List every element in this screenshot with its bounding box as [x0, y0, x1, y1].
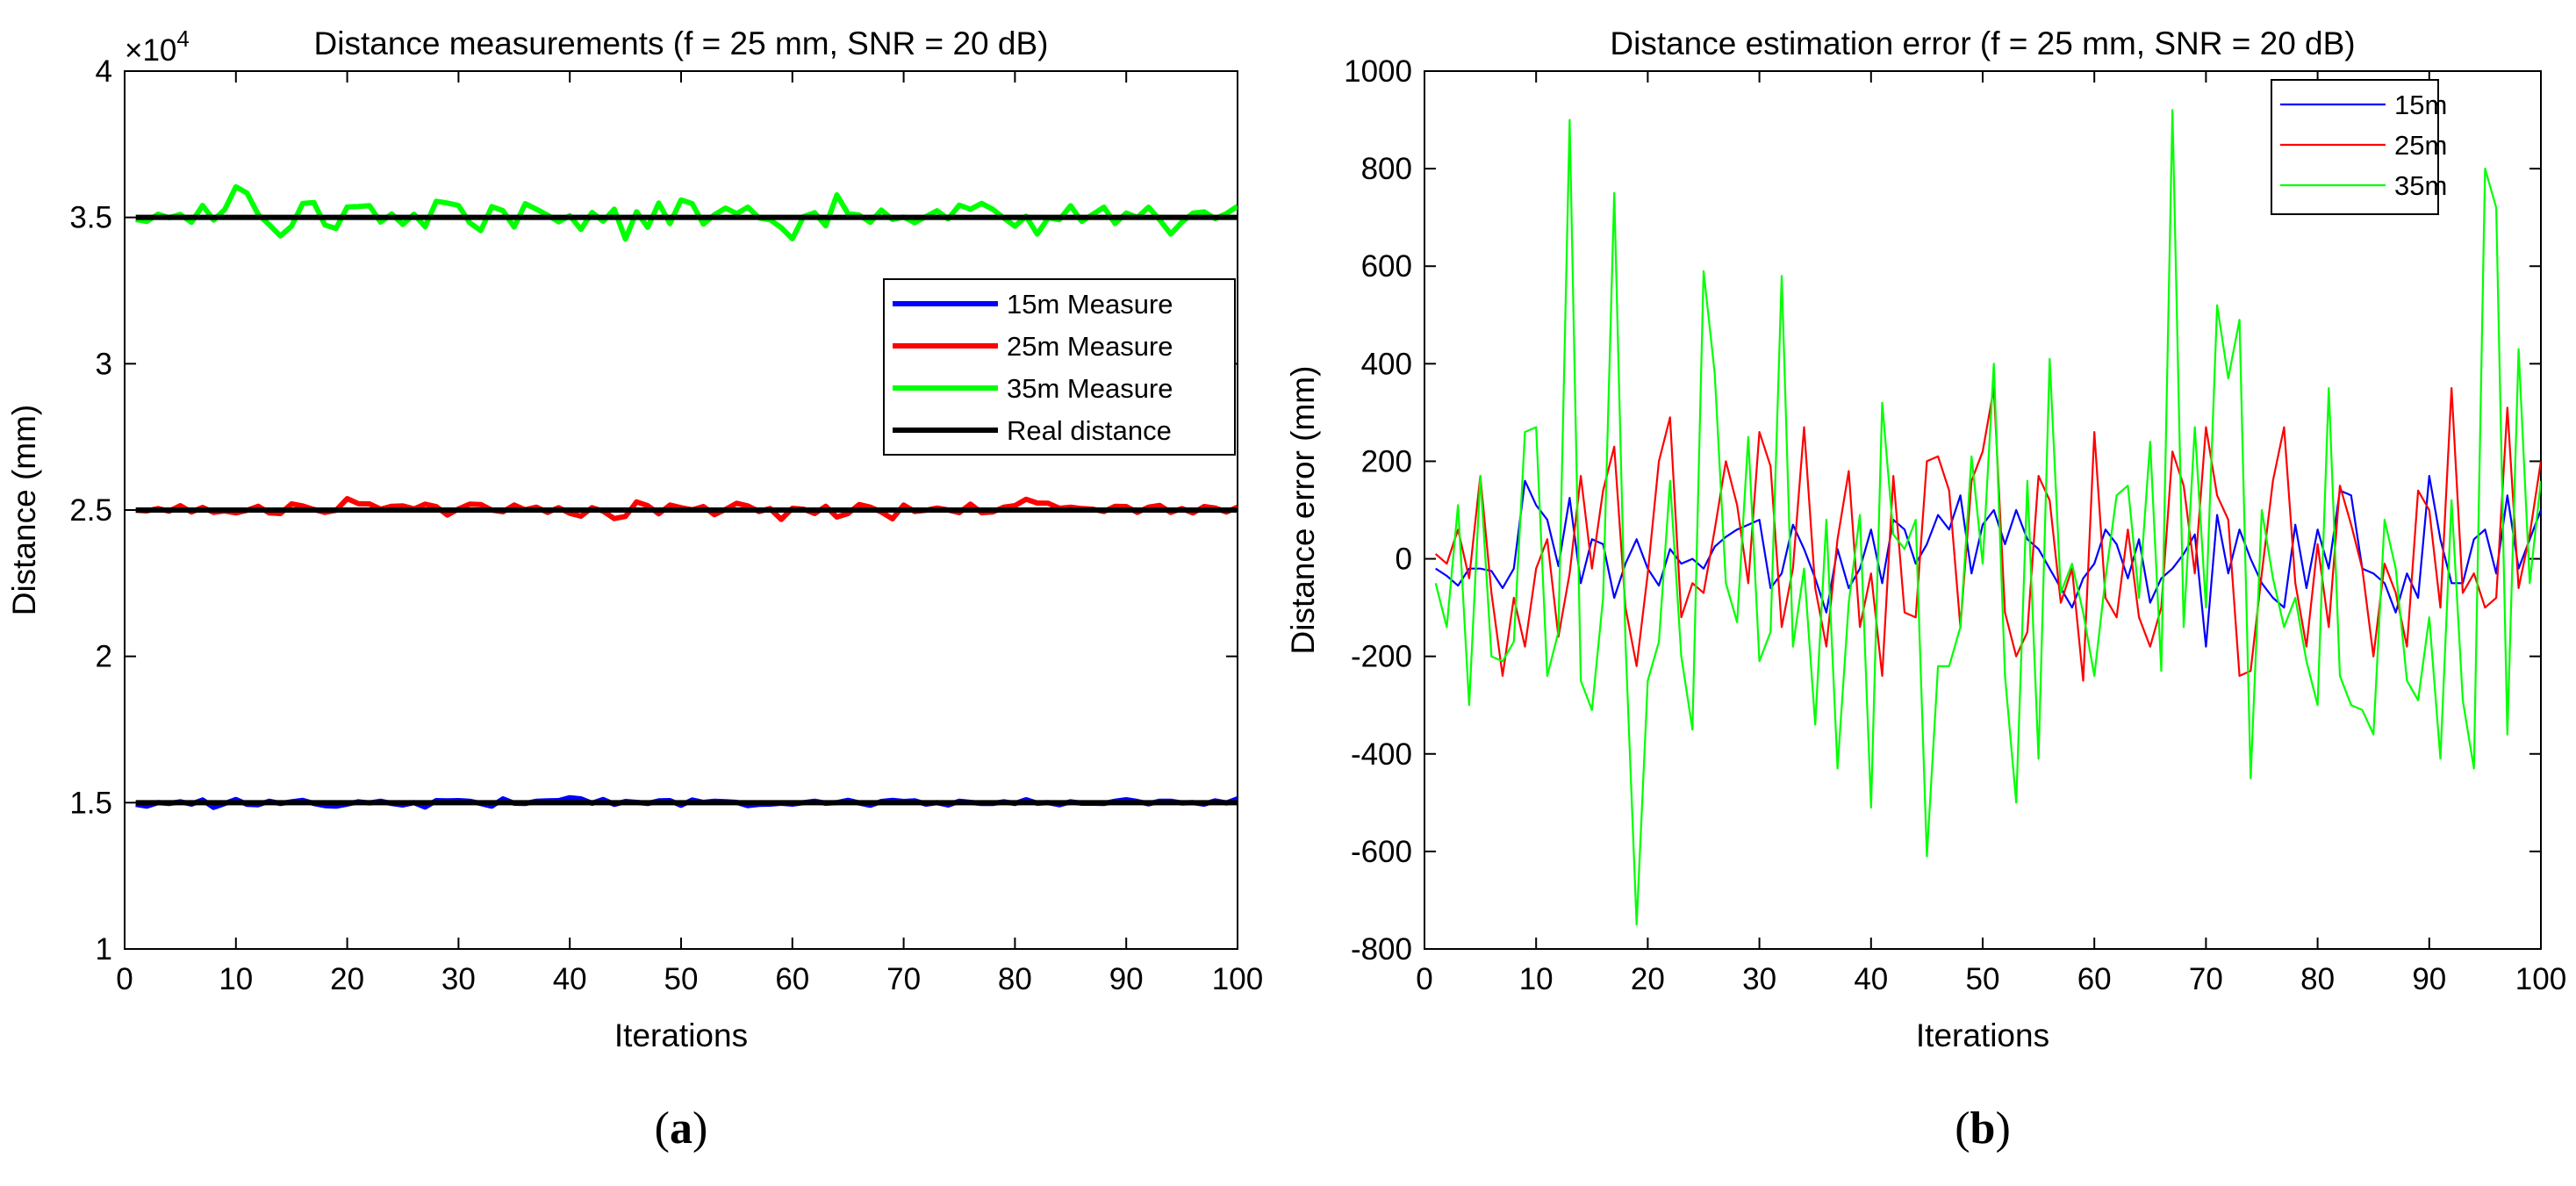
x-axis-label: Iterations — [614, 1017, 748, 1053]
panel-b-distance-error: 0 10 20 30 40 50 60 70 80 90 100 -800 -600 -400 -200 0 2… — [1285, 25, 2566, 1154]
y-tick-label: 1.5 — [69, 786, 112, 820]
legend-entry-label: 15m Measure — [1007, 289, 1173, 320]
x-tick-label: 80 — [998, 962, 1032, 996]
y-tick-label: -200 — [1351, 640, 1412, 674]
x-tick-label: 90 — [1109, 962, 1144, 996]
panel-a-distance-measurements: 0 10 20 30 40 50 60 70 80 90 100 1 1.5 2 2.5 3 3.5 4 ×104 D… — [6, 25, 1263, 1154]
series-line-15m — [1435, 474, 2541, 648]
x-tick-label: 40 — [553, 962, 587, 996]
panel-label: (b) — [1955, 1103, 2011, 1154]
data-layer — [135, 183, 1238, 810]
x-tick-label: 30 — [1742, 962, 1776, 996]
y-tick-label: 2 — [96, 640, 112, 674]
x-tick-label: 60 — [2077, 962, 2112, 996]
legend-entry-label: 25m — [2394, 130, 2447, 161]
y-tick-label: 3.5 — [69, 201, 112, 235]
data-layer — [1434, 109, 2541, 926]
x-tick-label: 50 — [664, 962, 699, 996]
x-tick-label: 70 — [2189, 962, 2223, 996]
x-tick-label: 100 — [2515, 962, 2566, 996]
y-exponent-label: ×104 — [125, 25, 190, 68]
x-tick-label: 30 — [441, 962, 476, 996]
y-tick-label: 1000 — [1344, 54, 1412, 89]
legend-entry-label: 35m — [2394, 170, 2447, 201]
y-tick-label: 3 — [96, 347, 112, 381]
legend-entry-label: 15m — [2394, 90, 2447, 120]
y-axis-label: Distance (mm) — [6, 405, 42, 616]
y-tick-label: -800 — [1351, 932, 1412, 967]
y-axis-label: Distance error (mm) — [1285, 366, 1321, 655]
panel-label: (a) — [655, 1103, 708, 1154]
x-tick-label: 90 — [2412, 962, 2446, 996]
legend-entry-label: 25m Measure — [1007, 331, 1173, 362]
y-tick-label: 400 — [1361, 347, 1412, 381]
x-tick-label: 10 — [1519, 962, 1553, 996]
legend-box — [883, 278, 1236, 456]
x-tick-label: 40 — [1854, 962, 1888, 996]
y-tick-label: 2.5 — [69, 493, 112, 528]
y-tick-label: 1 — [96, 932, 112, 967]
x-tick-label: 20 — [330, 962, 364, 996]
x-axis-label: Iterations — [1916, 1017, 2049, 1053]
chart-title: Distance estimation error (f = 25 mm, SN… — [1610, 25, 2355, 61]
x-tick-label: 20 — [1631, 962, 1665, 996]
legend-box — [2271, 79, 2439, 215]
y-tick-label: 200 — [1361, 444, 1412, 478]
y-tick-label: 600 — [1361, 249, 1412, 284]
x-tick-label: 50 — [1966, 962, 2000, 996]
x-tick-label: 80 — [2300, 962, 2335, 996]
x-tick-label: 10 — [219, 962, 253, 996]
plot-area — [1424, 70, 2542, 950]
x-tick-label: 0 — [1416, 962, 1432, 996]
y-tick-label: -600 — [1351, 835, 1412, 869]
legend-entry-label: 35m Measure — [1007, 373, 1173, 404]
y-tick-label: 800 — [1361, 152, 1412, 186]
x-tick-label: 60 — [775, 962, 809, 996]
y-tick-label: -400 — [1351, 737, 1412, 772]
x-tick-label: 0 — [116, 962, 133, 996]
chart-title: Distance measurements (f = 25 mm, SNR = … — [314, 25, 1049, 61]
x-tick-label: 70 — [886, 962, 921, 996]
series-line-25m — [1434, 387, 2541, 682]
series-line-35m — [1434, 109, 2541, 926]
y-tick-label: 4 — [96, 54, 112, 89]
x-tick-label: 100 — [1212, 962, 1263, 996]
y-tick-label: 0 — [1396, 543, 1412, 577]
legend-entry-label: Real distance — [1007, 415, 1172, 446]
